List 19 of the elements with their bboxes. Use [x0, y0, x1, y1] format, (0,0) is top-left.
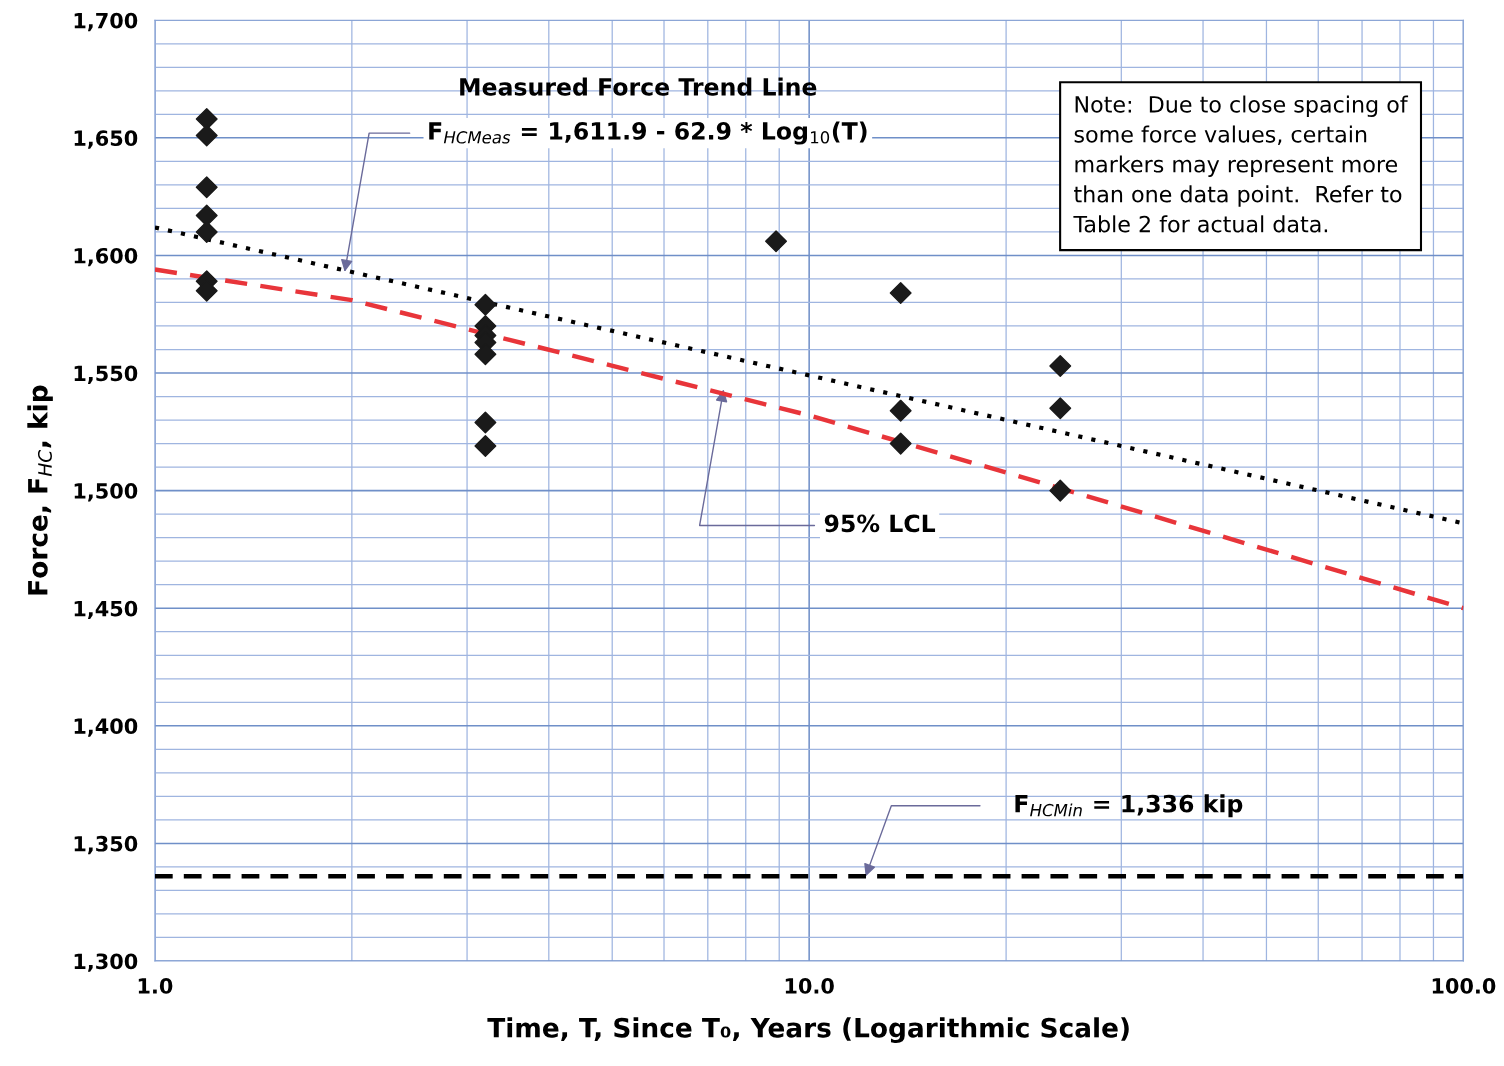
x-tick-label: 100.0: [1432, 978, 1496, 994]
y-tick-label: 1,400: [74, 718, 138, 737]
x-axis-title: Time, T, Since T₀, Years (Logarithmic Scale): [487, 1017, 1129, 1044]
y-tick-label: 1,450: [74, 600, 138, 620]
x-tick-label: 10.0: [785, 978, 834, 994]
annotation: 95% LCL: [824, 514, 936, 533]
y-tick-label: 1,300: [74, 953, 138, 972]
x-tick-label: 1.0: [138, 978, 173, 994]
y-tick-label: 1,650: [74, 130, 138, 149]
annotation: Note: Due to close spacing of some force values, certain markers may represent more than one data point. Refer to Table 2 for actual data.: [1073, 95, 1409, 233]
annotation: Measured Force Trend Line: [460, 77, 817, 96]
y-tick-label: 1,500: [74, 483, 138, 502]
annotation: F$_{HCMeas}$ = 1,611.9 - 62.9 * Log$_{10}$(T): [429, 121, 867, 145]
ref-line-label: F$_{HCMin}$ = 1,336 kip: [1015, 794, 1243, 818]
y-axis-title: Force, F$_{HC}$, kip: [27, 385, 53, 595]
y-tick-label: 1,600: [74, 247, 138, 267]
y-tick-label: 1,350: [74, 835, 138, 855]
y-tick-label: 1,700: [74, 12, 138, 32]
y-tick-label: 1,550: [74, 365, 138, 384]
